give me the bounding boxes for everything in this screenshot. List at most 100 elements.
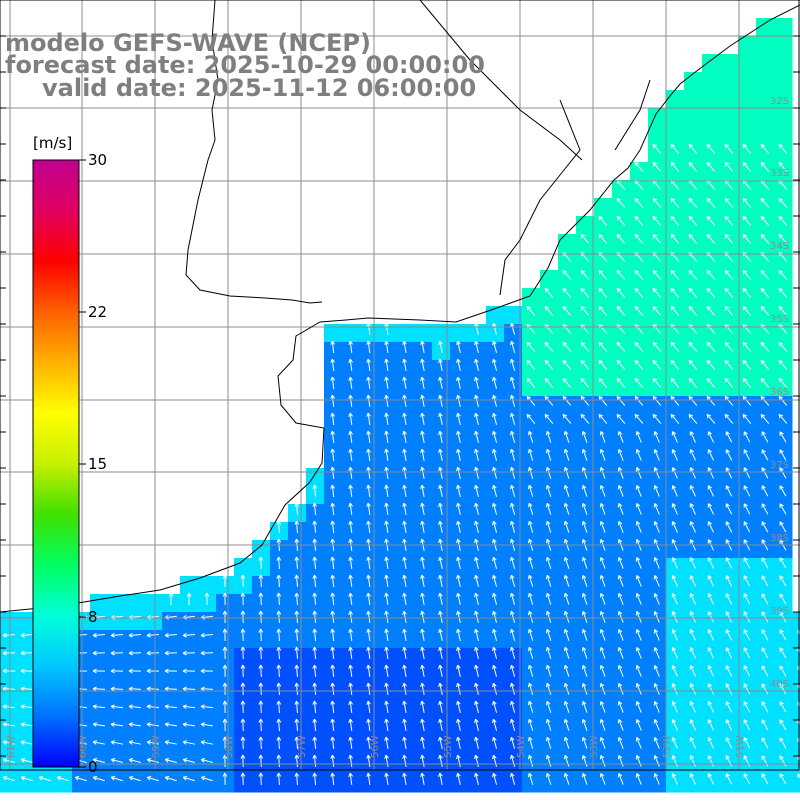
field-cell <box>486 504 505 523</box>
field-cell <box>720 162 739 181</box>
field-cell <box>414 522 433 541</box>
field-cell <box>702 216 721 235</box>
field-cell <box>558 234 577 253</box>
field-cell <box>414 612 433 631</box>
field-cell <box>720 378 739 397</box>
field-cell <box>612 306 631 325</box>
field-cell <box>702 234 721 253</box>
field-cell <box>630 684 649 703</box>
field-cell <box>198 738 217 757</box>
field-cell <box>180 648 199 667</box>
colorbar-gradient <box>33 160 79 767</box>
field-cell <box>756 432 775 451</box>
field-cell <box>414 432 433 451</box>
field-cell <box>576 504 595 523</box>
field-cell <box>522 288 541 307</box>
field-cell <box>432 360 451 379</box>
field-cell <box>648 342 667 361</box>
field-cell <box>756 738 775 757</box>
field-cell <box>630 666 649 685</box>
field-cell <box>720 90 739 109</box>
field-cell <box>756 630 775 649</box>
field-cell <box>630 468 649 487</box>
field-cell <box>666 612 685 631</box>
field-cell <box>594 576 613 595</box>
field-cell <box>666 486 685 505</box>
field-cell <box>450 702 469 721</box>
field-cell <box>630 648 649 667</box>
field-cell <box>720 540 739 559</box>
field-cell <box>720 198 739 217</box>
field-cell <box>576 468 595 487</box>
field-cell <box>648 684 667 703</box>
field-cell <box>738 630 757 649</box>
field-cell <box>594 558 613 577</box>
field-cell <box>738 108 757 127</box>
field-cell <box>522 360 541 379</box>
lon-label: 52W <box>662 735 673 758</box>
field-cell <box>684 612 703 631</box>
field-cell <box>774 774 793 793</box>
field-cell <box>630 396 649 415</box>
field-cell <box>684 774 703 793</box>
lon-label: 59W <box>151 735 162 758</box>
field-cell <box>648 450 667 469</box>
field-cell <box>414 756 433 775</box>
field-cell <box>396 504 415 523</box>
field-cell <box>720 612 739 631</box>
field-cell <box>702 504 721 523</box>
field-cell <box>540 486 559 505</box>
field-cell <box>720 144 739 163</box>
field-cell <box>612 342 631 361</box>
field-cell <box>774 414 793 433</box>
field-cell <box>180 684 199 703</box>
field-cell <box>540 450 559 469</box>
field-cell <box>648 126 667 145</box>
field-cell <box>702 270 721 289</box>
field-cell <box>558 576 577 595</box>
field-cell <box>450 414 469 433</box>
field-cell <box>774 738 793 757</box>
field-cell <box>576 270 595 289</box>
field-cell <box>738 468 757 487</box>
field-cell <box>468 378 487 397</box>
field-cell <box>414 630 433 649</box>
field-cell <box>666 630 685 649</box>
field-cell <box>684 126 703 145</box>
field-cell <box>738 396 757 415</box>
field-cell <box>486 594 505 613</box>
field-cell <box>630 576 649 595</box>
field-cell <box>540 684 559 703</box>
field-cell <box>774 252 793 271</box>
field-cell <box>144 702 163 721</box>
field-cell <box>648 486 667 505</box>
field-cell <box>720 630 739 649</box>
field-cell <box>774 144 793 163</box>
field-cell <box>702 90 721 109</box>
field-cell <box>576 648 595 667</box>
field-cell <box>774 270 793 289</box>
field-cell <box>612 414 631 433</box>
field-cell <box>666 216 685 235</box>
field-cell <box>594 360 613 379</box>
field-cell <box>594 432 613 451</box>
field-cell <box>738 558 757 577</box>
field-cell <box>720 414 739 433</box>
field-cell <box>198 612 217 631</box>
field-cell <box>630 612 649 631</box>
field-cell <box>396 450 415 469</box>
field-cell <box>720 234 739 253</box>
field-cell <box>558 432 577 451</box>
field-cell <box>648 576 667 595</box>
field-cell <box>558 594 577 613</box>
field-cell <box>702 486 721 505</box>
field-cell <box>180 702 199 721</box>
field-cell <box>738 162 757 181</box>
field-cell <box>594 342 613 361</box>
field-cell <box>612 468 631 487</box>
field-cell <box>756 648 775 667</box>
field-cell <box>576 450 595 469</box>
field-cell <box>450 612 469 631</box>
field-cell <box>396 522 415 541</box>
